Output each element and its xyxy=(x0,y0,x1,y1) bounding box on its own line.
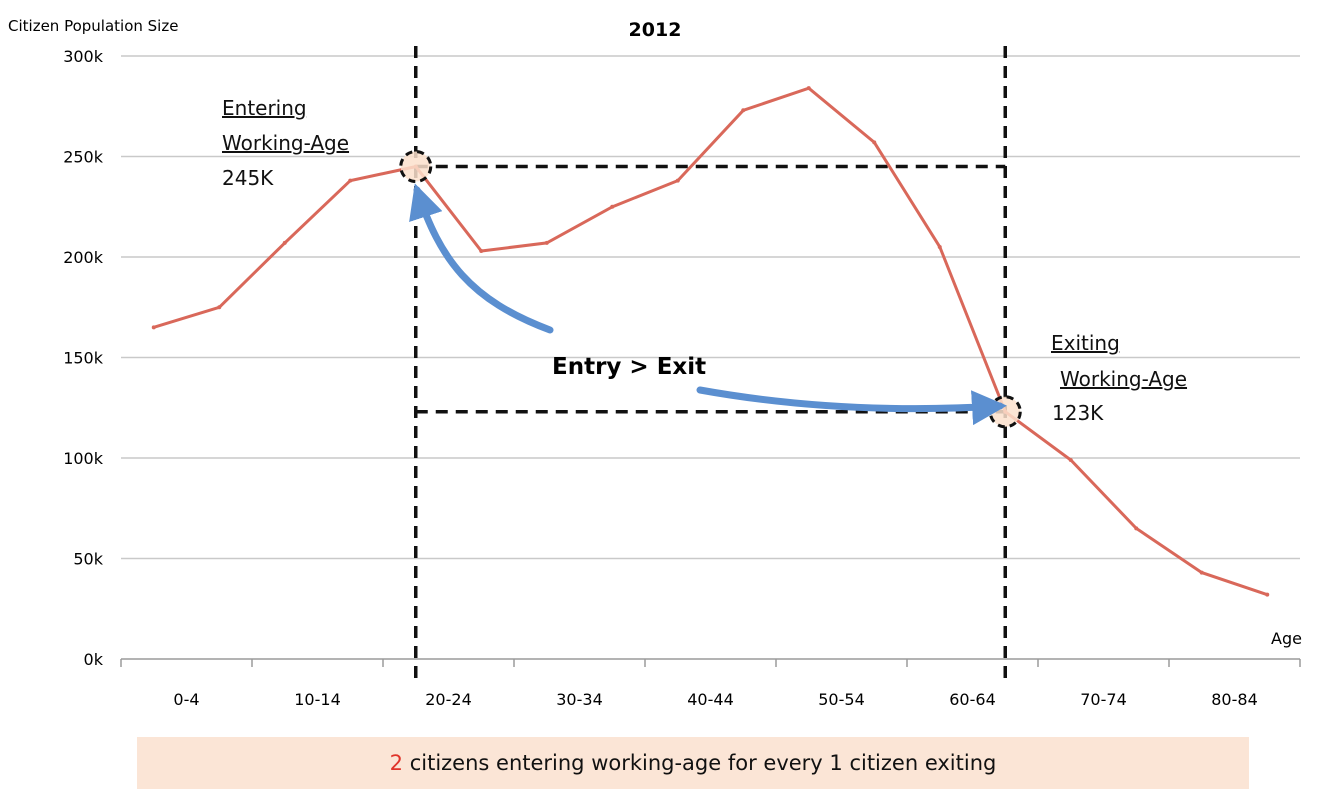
data-point xyxy=(151,325,156,330)
exit-highlight-circle xyxy=(988,395,1022,429)
x-tick-label: 70-74 xyxy=(1080,690,1127,709)
x-tick-labels: 0-4 10-14 20-24 30-34 40-44 50-54 60-64 70-74 80… xyxy=(173,690,1257,709)
x-tick-label: 80-84 xyxy=(1211,690,1258,709)
entry-exit-label: Entry > Exit xyxy=(552,354,706,380)
data-point xyxy=(217,305,222,310)
footer-text: citizens entering working-age for every … xyxy=(403,751,997,775)
data-point xyxy=(1134,526,1139,531)
data-point xyxy=(544,240,549,245)
exiting-line2: Working-Age xyxy=(1060,367,1187,391)
arrow-to-exit xyxy=(696,386,1007,426)
footer-note: 2 citizens entering working-age for ever… xyxy=(137,737,1249,789)
x-tick-label: 10-14 xyxy=(294,690,341,709)
entering-value: 245K xyxy=(222,166,274,190)
series-points xyxy=(151,86,1270,597)
y-tick-labels: 0k 50k 100k 150k 200k 250k 300k xyxy=(63,47,104,669)
data-point xyxy=(1068,458,1073,463)
data-point xyxy=(872,140,877,145)
data-point xyxy=(675,178,680,183)
exiting-value: 123K xyxy=(1052,401,1104,425)
y-tick-label: 250k xyxy=(63,148,104,167)
data-point xyxy=(806,86,811,91)
x-tick-label: 50-54 xyxy=(818,690,865,709)
entry-highlight-circle xyxy=(399,150,433,184)
y-tick-label: 150k xyxy=(63,349,104,368)
entering-line2: Working-Age xyxy=(222,131,349,155)
y-tick-label: 300k xyxy=(63,47,104,66)
x-tick-label: 0-4 xyxy=(173,690,199,709)
data-point xyxy=(1265,592,1270,597)
y-axis-label: Citizen Population Size xyxy=(8,17,178,35)
highlight-circles xyxy=(399,150,1022,429)
data-point xyxy=(348,178,353,183)
x-tick-label: 20-24 xyxy=(425,690,472,709)
arrow-to-entry xyxy=(409,183,554,334)
data-point xyxy=(479,248,484,253)
footer-number: 2 xyxy=(389,751,404,775)
x-tick-label: 40-44 xyxy=(687,690,734,709)
series-line xyxy=(153,86,1268,597)
data-point xyxy=(282,240,287,245)
data-point xyxy=(610,204,615,209)
y-tick-label: 0k xyxy=(84,650,104,669)
y-tick-label: 50k xyxy=(73,550,103,569)
chart-title: 2012 xyxy=(629,19,682,41)
x-axis xyxy=(120,658,1301,667)
data-point xyxy=(1199,570,1204,575)
x-axis-label: Age xyxy=(1271,629,1302,648)
y-tick-label: 100k xyxy=(63,449,104,468)
y-tick-label: 200k xyxy=(63,248,104,267)
data-point xyxy=(937,244,942,249)
x-tick-label: 30-34 xyxy=(556,690,603,709)
x-tick-label: 60-64 xyxy=(949,690,996,709)
reference-lines xyxy=(414,46,1007,679)
exiting-line1: Exiting xyxy=(1051,331,1120,355)
gridlines xyxy=(121,55,1300,560)
entering-line1: Entering xyxy=(222,96,307,120)
data-point xyxy=(741,108,746,113)
